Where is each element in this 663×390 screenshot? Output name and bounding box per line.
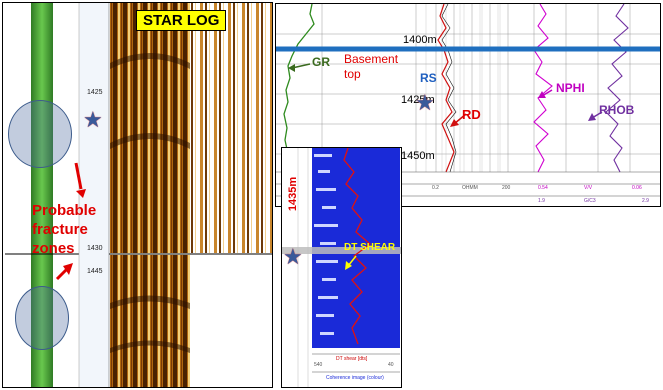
fracture-zones-label: Probable fracture zones <box>32 202 97 257</box>
nphi-scale-high: 0.06 <box>632 185 642 191</box>
rs-label: RS <box>420 71 437 85</box>
depth-marker-1425m: 1425m <box>401 94 435 106</box>
rhob-scale-unit: G/C3 <box>584 198 596 204</box>
rd-scale-unit: OHMM <box>462 185 478 191</box>
depth-label-1430: 1430 <box>87 245 103 252</box>
nphi-label: NPHI <box>556 81 585 95</box>
star-log-panel: ★ 1425 1430 1445 STAR LOG Probable fract… <box>2 2 273 388</box>
dt-scale-high: 40 <box>388 362 394 368</box>
dt-scale-low: 540 <box>314 362 323 368</box>
basement-top-label: Basement top <box>344 52 399 81</box>
nphi-scale-unit: V/V <box>584 185 593 191</box>
star-log-graphic <box>5 3 272 387</box>
star-marker-icon-logs: ★ <box>415 90 435 115</box>
gr-label: GR <box>312 55 330 69</box>
star-marker-icon: ★ <box>83 107 103 132</box>
rhob-scale-high: 2.9 <box>642 198 649 204</box>
dt-shear-label: DT SHEAR <box>344 242 396 253</box>
rhob-label: RHOB <box>599 103 635 117</box>
depth-marker-1400m: 1400m <box>403 34 437 46</box>
dt-shear-curve-label: DT shear [dts] <box>336 356 368 362</box>
depth-label-1425: 1425 <box>87 89 103 96</box>
depth-label-1445: 1445 <box>87 268 103 275</box>
rhob-scale-low: 1.9 <box>538 198 545 204</box>
rd-label: RD <box>462 107 481 122</box>
fracture-zone-lower <box>15 286 69 350</box>
star-log-title: STAR LOG <box>136 10 227 31</box>
depth-marker-1450m: 1450m <box>401 150 435 162</box>
star-marker-icon-sonic: ★ <box>283 244 303 269</box>
sonic-depth-label: 1435m <box>287 176 300 212</box>
rd-scale-low: 0.2 <box>432 185 439 191</box>
rd-scale-high: 200 <box>502 185 511 191</box>
fracture-zone-upper <box>8 100 72 168</box>
sonic-graphic <box>282 148 401 387</box>
coherence-image-label: Coherence image (colour) <box>326 375 384 381</box>
well-logs-graphic <box>276 4 660 197</box>
sonic-panel: 1435m ★ DT SHEAR DT shear [dts] 540 40 C… <box>281 147 402 388</box>
nphi-scale-low: 0.54 <box>538 185 548 191</box>
